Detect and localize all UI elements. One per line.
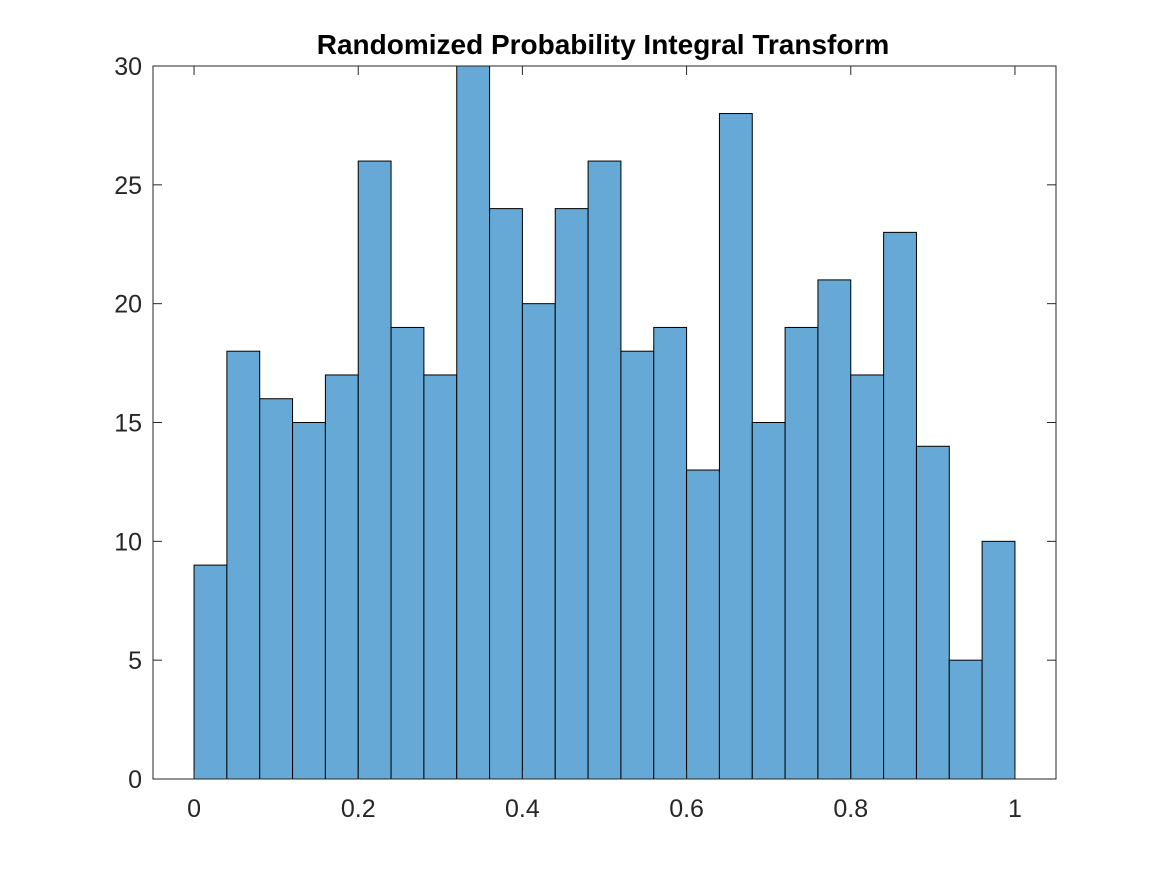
histogram-bar <box>784 326 819 780</box>
histogram-bar <box>357 160 392 780</box>
y-tick-label: 15 <box>114 410 142 438</box>
y-tick-label: 30 <box>114 53 142 81</box>
histogram-bar <box>390 326 425 780</box>
x-tick-label: 0.2 <box>341 795 376 823</box>
y-tick-label: 0 <box>128 766 142 794</box>
histogram-bar <box>554 208 589 780</box>
histogram-bars <box>193 65 1016 780</box>
histogram-bar <box>620 350 655 780</box>
y-tick-label: 20 <box>114 291 142 319</box>
chart-title: Randomized Probability Integral Transfor… <box>317 29 890 60</box>
y-tick-label: 5 <box>128 647 142 675</box>
histogram-bar <box>948 659 983 780</box>
x-tick-label: 0.4 <box>505 795 540 823</box>
histogram-bar <box>587 160 622 780</box>
y-tick-label: 25 <box>114 172 142 200</box>
x-tick-label: 0.8 <box>833 795 868 823</box>
histogram-bar <box>915 445 950 780</box>
x-tick-label: 0.6 <box>669 795 704 823</box>
x-tick-label: 1 <box>1008 795 1022 823</box>
histogram-bar <box>718 113 753 780</box>
histogram-bar <box>686 469 720 780</box>
histogram-bar <box>850 374 885 780</box>
histogram-bar <box>226 350 261 780</box>
axis-ticks <box>153 65 1056 780</box>
histogram-bar <box>193 564 228 780</box>
histogram-bar <box>653 326 688 780</box>
x-tick-label: 0 <box>187 795 201 823</box>
histogram-bar <box>521 303 556 780</box>
histogram-bar <box>981 540 1016 780</box>
histogram-bar <box>423 374 458 780</box>
y-tick-label: 10 <box>114 528 142 556</box>
histogram-bar <box>324 374 359 780</box>
histogram-bar <box>292 422 326 780</box>
histogram-bar <box>751 422 786 780</box>
histogram-bar <box>259 398 294 780</box>
histogram-bar <box>456 65 491 780</box>
histogram-bar <box>489 208 523 780</box>
histogram-bar <box>883 231 917 780</box>
histogram-bar <box>817 279 852 780</box>
